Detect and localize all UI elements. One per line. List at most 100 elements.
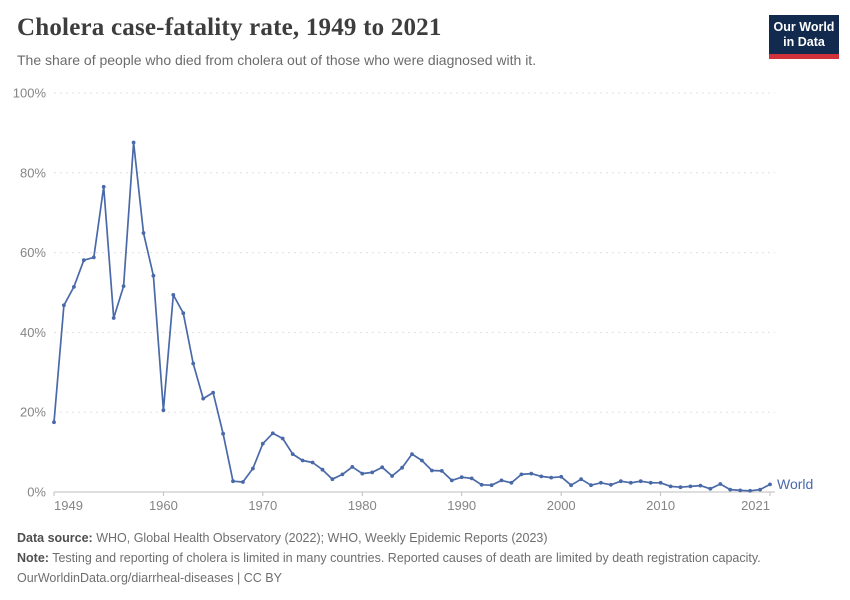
data-point-marker [708, 486, 713, 491]
note-text: Testing and reporting of cholera is limi… [52, 551, 761, 565]
note-line: Note: Testing and reporting of cholera i… [17, 548, 761, 568]
y-axis-tick-label: 60% [20, 245, 46, 260]
data-point-marker [290, 452, 295, 456]
data-source-label: Data source: [17, 531, 93, 545]
data-point-marker [758, 487, 762, 492]
data-point-marker [330, 477, 335, 482]
data-point-marker [648, 480, 653, 485]
data-point-marker [658, 480, 663, 485]
data-point-marker [499, 478, 504, 483]
citation-line: OurWorldinData.org/diarrheal-diseases | … [17, 568, 761, 588]
data-point-marker [72, 285, 76, 289]
data-point-marker [191, 361, 196, 366]
data-point-marker [479, 482, 484, 487]
data-point-marker [350, 465, 355, 469]
series-line-world [53, 141, 771, 492]
chart-subtitle: The share of people who died from choler… [17, 52, 537, 68]
data-point-marker [599, 480, 603, 485]
data-point-marker [618, 479, 623, 484]
data-point-marker [161, 408, 166, 413]
data-point-marker [101, 184, 106, 189]
chart-canvas: 0% 20% 40% 60% 80% 100% 1949 1960 1970 1980 1990 20… [13, 86, 814, 514]
data-point-marker [390, 474, 394, 478]
data-point-marker [489, 483, 494, 488]
data-point-marker [718, 482, 723, 486]
data-point-marker [728, 487, 733, 492]
data-point-marker [469, 476, 474, 481]
data-point-marker [698, 483, 703, 488]
data-point-marker [221, 431, 226, 436]
data-point-marker [430, 468, 434, 473]
data-point-marker [211, 390, 216, 395]
data-point-marker [628, 480, 633, 485]
citation-link[interactable]: OurWorldinData.org/diarrheal-diseases | … [17, 571, 282, 585]
data-point-marker [62, 303, 66, 308]
x-axis-tick-label: 2000 [547, 498, 576, 513]
x-axis-tick-label: 1949 [54, 498, 83, 513]
data-point-marker [340, 472, 345, 477]
data-point-marker [91, 255, 96, 260]
series-end-label: World [777, 476, 813, 492]
y-axis-tick-label: 100% [13, 86, 47, 101]
data-point-marker [738, 488, 743, 493]
data-point-marker [380, 465, 385, 470]
x-axis-tick-label: 2010 [646, 498, 675, 513]
owid-logo-line1: Our World [773, 20, 835, 34]
x-axis-tick-label: 1980 [348, 498, 377, 513]
data-point-marker [121, 284, 126, 288]
data-point-marker [439, 469, 444, 473]
data-point-marker [52, 420, 56, 425]
data-point-marker [509, 480, 514, 485]
data-point-marker [280, 436, 285, 441]
data-point-marker [420, 458, 424, 463]
chart-footer: Data source: WHO, Global Health Observat… [17, 528, 761, 588]
data-point-marker [559, 474, 564, 479]
data-point-marker [241, 480, 245, 484]
data-point-marker [688, 484, 693, 489]
data-point-marker [768, 482, 772, 487]
data-point-marker [449, 478, 454, 483]
data-point-marker [579, 477, 583, 482]
data-point-marker [171, 293, 176, 297]
data-point-marker [519, 472, 524, 477]
data-source-line: Data source: WHO, Global Health Observat… [17, 528, 761, 548]
data-point-marker [201, 396, 206, 401]
data-point-marker [310, 460, 315, 465]
data-point-marker [141, 231, 146, 235]
data-point-marker [260, 441, 265, 446]
data-point-marker [589, 483, 593, 488]
owid-logo-line2: in Data [783, 35, 825, 49]
data-point-marker [300, 458, 305, 463]
x-axis-tick-label: 1960 [149, 498, 178, 513]
line-chart: 0% 20% 40% 60% 80% 100% 1949 1960 1970 1980 1990 20… [13, 86, 814, 514]
data-point-marker [410, 452, 414, 456]
data-point-marker [400, 465, 404, 470]
data-point-marker [609, 482, 613, 487]
page-title: Cholera case-fatality rate, 1949 to 2021 [17, 14, 442, 41]
data-point-marker [748, 488, 752, 493]
data-point-marker [569, 483, 573, 488]
data-source-text: WHO, Global Health Observatory (2022); W… [96, 531, 548, 545]
data-point-marker [111, 316, 116, 320]
owid-logo[interactable]: Our World in Data [769, 15, 839, 59]
data-point-marker [539, 474, 544, 479]
data-point-marker [459, 475, 464, 480]
data-point-marker [549, 475, 554, 480]
data-point-marker [231, 479, 235, 484]
data-point-marker [668, 484, 673, 489]
y-axis-tick-label: 0% [27, 485, 46, 500]
note-label: Note: [17, 551, 49, 565]
data-point-marker [638, 479, 643, 484]
data-point-marker [678, 485, 683, 490]
data-point-marker [270, 431, 275, 436]
data-point-marker [529, 471, 534, 476]
data-point-marker [131, 140, 136, 145]
data-point-marker [320, 467, 325, 472]
data-point-marker [81, 258, 86, 263]
x-axis-tick-label: 1990 [447, 498, 476, 513]
x-axis-tick-label: 2021 [741, 498, 770, 513]
data-point-marker [181, 311, 186, 316]
x-axis-tick-label: 1970 [248, 498, 277, 513]
data-point-marker [360, 471, 365, 476]
